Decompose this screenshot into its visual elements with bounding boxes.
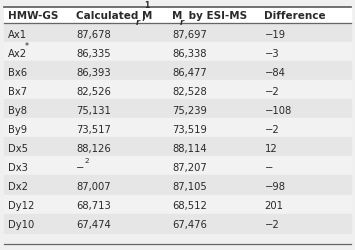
Text: −: − — [76, 162, 85, 172]
Text: 201: 201 — [264, 200, 284, 210]
Text: 88,114: 88,114 — [172, 144, 207, 154]
Text: 68,713: 68,713 — [76, 200, 111, 210]
Text: −2: −2 — [264, 124, 279, 134]
Text: 86,477: 86,477 — [172, 68, 207, 78]
Text: Ax1: Ax1 — [8, 30, 27, 40]
Bar — [4, 24, 351, 43]
Text: 73,519: 73,519 — [172, 124, 207, 134]
Text: −84: −84 — [264, 68, 285, 78]
Text: r: r — [136, 18, 140, 27]
Text: 73,517: 73,517 — [76, 124, 111, 134]
Text: 75,131: 75,131 — [76, 106, 111, 116]
Bar — [4, 81, 351, 100]
Text: Dx5: Dx5 — [8, 144, 28, 154]
Text: 87,007: 87,007 — [76, 182, 111, 192]
Text: 82,528: 82,528 — [172, 86, 207, 97]
Text: −2: −2 — [264, 86, 279, 97]
Text: 67,474: 67,474 — [76, 220, 111, 230]
Text: Dy10: Dy10 — [8, 220, 34, 230]
Text: 12: 12 — [264, 144, 277, 154]
Bar — [4, 157, 351, 176]
Text: 88,126: 88,126 — [76, 144, 111, 154]
Text: Dx2: Dx2 — [8, 182, 28, 192]
Text: Bx7: Bx7 — [8, 86, 27, 97]
Bar — [4, 176, 351, 195]
Bar — [4, 119, 351, 138]
Text: Bx6: Bx6 — [8, 68, 27, 78]
Text: 68,512: 68,512 — [172, 200, 207, 210]
Text: Dx3: Dx3 — [8, 162, 28, 172]
Text: Calculated M: Calculated M — [76, 10, 153, 20]
Text: Ax2: Ax2 — [8, 48, 27, 58]
Bar — [4, 214, 351, 233]
Text: 75,239: 75,239 — [172, 106, 207, 116]
Text: 82,526: 82,526 — [76, 86, 111, 97]
Bar — [4, 8, 351, 24]
Text: By9: By9 — [8, 124, 27, 134]
Text: 87,678: 87,678 — [76, 30, 111, 40]
Bar — [4, 43, 351, 62]
Text: ,: , — [141, 10, 145, 20]
Text: by ESI-MS: by ESI-MS — [185, 10, 247, 20]
Text: −108: −108 — [264, 106, 292, 116]
Text: 87,207: 87,207 — [172, 162, 207, 172]
Text: 67,476: 67,476 — [172, 220, 207, 230]
Text: By8: By8 — [8, 106, 27, 116]
Text: −98: −98 — [264, 182, 285, 192]
Bar — [4, 100, 351, 119]
Text: −19: −19 — [264, 30, 286, 40]
Text: 87,105: 87,105 — [172, 182, 207, 192]
Text: −3: −3 — [264, 48, 279, 58]
Bar — [4, 195, 351, 214]
Text: r: r — [179, 18, 184, 27]
Text: −: − — [264, 162, 273, 172]
Text: Dy12: Dy12 — [8, 200, 34, 210]
Text: Difference: Difference — [264, 10, 326, 20]
Text: 86,338: 86,338 — [172, 48, 207, 58]
Text: *: * — [25, 42, 29, 50]
Text: 87,697: 87,697 — [172, 30, 207, 40]
Text: −2: −2 — [264, 220, 279, 230]
Text: M: M — [172, 10, 182, 20]
Text: 1: 1 — [144, 1, 150, 10]
Bar — [4, 62, 351, 81]
Bar — [4, 138, 351, 157]
Text: 86,335: 86,335 — [76, 48, 111, 58]
Text: HMW-GS: HMW-GS — [8, 10, 58, 20]
Text: 86,393: 86,393 — [76, 68, 111, 78]
Text: 2: 2 — [84, 157, 89, 163]
